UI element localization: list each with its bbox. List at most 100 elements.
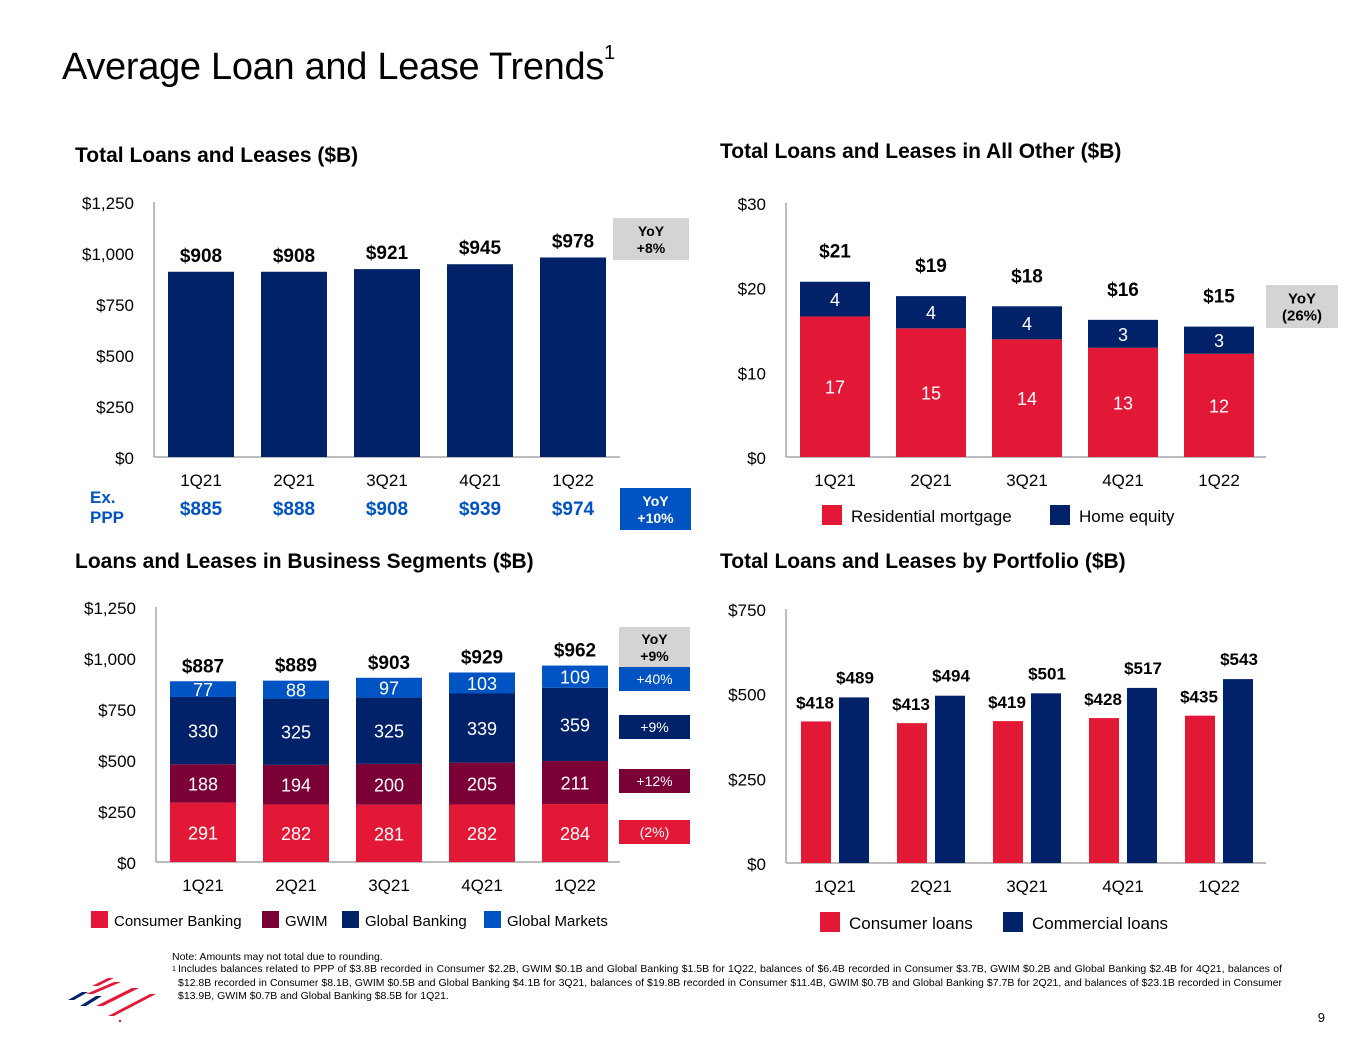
bar-segment-global-markets: [449, 672, 515, 694]
x-tick-label: 1Q22: [1198, 877, 1240, 896]
yoy-segment-badge: [619, 667, 690, 691]
bar-segment-consumer-banking: [542, 804, 608, 862]
segment-label: 13: [1113, 393, 1133, 413]
x-tick-label: 2Q21: [910, 471, 952, 490]
x-tick-label: 1Q22: [554, 876, 596, 895]
data-label: $945: [459, 238, 502, 259]
total-label: $18: [1011, 266, 1043, 287]
bar-segment-gwim: [170, 764, 236, 803]
y-tick-label: $1,250: [84, 599, 136, 618]
data-label: $419: [988, 693, 1026, 712]
logo-registered-mark: [118, 1019, 122, 1023]
bar-commercial-loans: [1031, 693, 1061, 863]
bar-consumer-loans: [801, 721, 831, 863]
data-label: $543: [1220, 650, 1258, 669]
x-tick-label: 1Q22: [1198, 471, 1240, 490]
y-tick-label: $750: [728, 601, 766, 620]
x-tick-label: 1Q22: [552, 471, 594, 490]
ex-ppp-label: PPP: [90, 508, 124, 527]
data-label: $435: [1180, 688, 1218, 707]
chart-title-portfolio: Total Loans and Leases by Portfolio ($B): [720, 550, 1126, 573]
y-tick-label: $0: [747, 449, 766, 468]
data-label: $921: [366, 243, 409, 264]
legend-swatch: [1050, 505, 1070, 525]
bar-segment-gwim: [542, 761, 608, 805]
chart-title-segments: Loans and Leases in Business Segments ($…: [75, 550, 534, 573]
x-tick-label: 2Q21: [275, 876, 317, 895]
logo-stripe: [68, 992, 88, 1000]
data-label: $413: [892, 695, 930, 714]
y-tick-label: $500: [96, 347, 134, 366]
legend-label: Global Markets: [507, 913, 608, 930]
data-label: $517: [1124, 659, 1162, 678]
y-tick-label: $30: [738, 195, 766, 214]
bar-segment-global-markets: [356, 677, 422, 698]
x-tick-label: 3Q21: [366, 471, 408, 490]
segment-label: 200: [374, 775, 404, 795]
x-tick-label: 2Q21: [273, 471, 315, 490]
yoy-badge: [620, 488, 691, 530]
total-label: $962: [554, 641, 596, 662]
bar-segment-home-equity: [1088, 319, 1158, 348]
y-tick-label: $1,250: [82, 194, 134, 213]
x-tick-label: 1Q21: [182, 876, 224, 895]
data-label: $978: [552, 231, 594, 252]
segment-label: 282: [281, 824, 311, 844]
legend-swatch: [484, 911, 501, 928]
bar-segment-gwim: [449, 762, 515, 805]
legend-swatch: [822, 505, 842, 525]
bar-segment-consumer-banking: [449, 804, 515, 862]
yoy-segment-text: (2%): [640, 824, 670, 840]
total-label: $19: [915, 256, 947, 277]
segment-label: 205: [467, 775, 497, 795]
y-tick-label: $0: [117, 854, 136, 873]
segment-label: 103: [467, 674, 497, 694]
bar-commercial-loans: [1127, 687, 1157, 863]
x-tick-label: 4Q21: [1102, 471, 1144, 490]
page-number: 9: [1317, 1010, 1325, 1025]
yoy-badge: [1266, 285, 1338, 328]
ex-ppp-value: $908: [366, 499, 408, 520]
segment-label: 77: [193, 680, 213, 700]
yoy-badge-text: YoY: [1288, 291, 1316, 308]
legend-label: Consumer loans: [849, 914, 973, 933]
bar-consumer-loans: [897, 723, 927, 863]
data-label: $501: [1028, 664, 1066, 683]
bar-segment-residential-mortgage: [992, 339, 1062, 457]
segment-label: 188: [188, 774, 218, 794]
yoy-segment-text: +12%: [636, 773, 672, 789]
segment-label: 4: [830, 290, 840, 310]
bar-segment-residential-mortgage: [1088, 347, 1158, 457]
y-tick-label: $0: [115, 449, 134, 468]
footnote: 1 Includes balances related to PPP of $3…: [172, 963, 1282, 1004]
yoy-badge-text: (26%): [1282, 308, 1322, 325]
chart-title-all-other: Total Loans and Leases in All Other ($B): [720, 140, 1122, 163]
yoy-segment-badge: [619, 769, 690, 793]
chart-business-segments: $0 $250 $500 $750 $1,000 $1,250 1Q21 2Q21 3Q21 4Q…: [84, 599, 690, 930]
bar-segment-consumer-banking: [170, 802, 236, 862]
segment-label: 17: [825, 378, 845, 398]
legend-swatch: [262, 911, 279, 928]
bar-segment-global-markets: [263, 680, 329, 699]
y-tick-label: $0: [747, 855, 766, 874]
data-label: $908: [180, 246, 222, 267]
yoy-badge-text: +8%: [637, 240, 666, 256]
segment-label: 15: [921, 384, 941, 404]
segment-label: 109: [560, 668, 590, 688]
bar-segment-global-banking: [356, 697, 422, 764]
bar-total-1Q21: [168, 271, 234, 457]
data-label: $494: [932, 667, 970, 686]
chart-title-total: Total Loans and Leases ($B): [75, 144, 359, 167]
x-tick-label: 1Q21: [814, 877, 856, 896]
x-tick-label: 2Q21: [910, 877, 952, 896]
bar-segment-home-equity: [896, 296, 966, 329]
legend-swatch: [1003, 912, 1023, 932]
yoy-segment-text: +9%: [640, 719, 668, 735]
chart-total-loans: $0 $250 $500 $750 $1,000 $1,250 1Q21 2Q21 3Q21 4Q…: [82, 194, 691, 530]
y-tick-label: $1,000: [82, 245, 134, 264]
legend-swatch: [342, 911, 359, 928]
yoy-badge-text: YoY: [638, 223, 665, 239]
y-tick-label: $750: [96, 296, 134, 315]
total-label: $889: [275, 656, 317, 677]
